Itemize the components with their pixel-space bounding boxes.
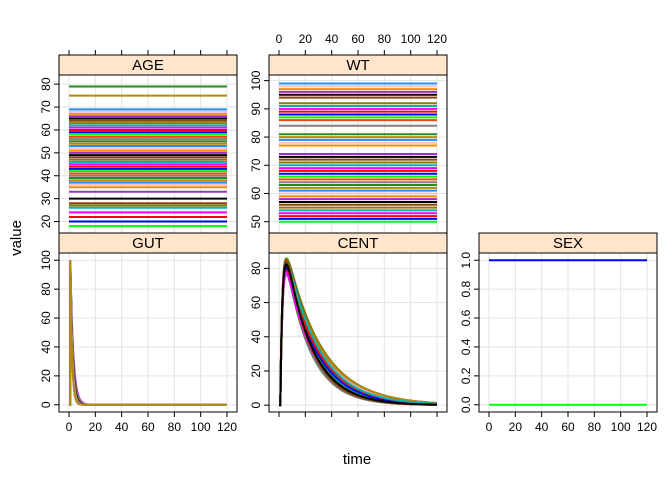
panel-strip [268, 232, 448, 254]
y-tick-label: 90 [249, 102, 263, 116]
y-tick-label: 60 [39, 311, 53, 325]
y-tick-label: 100 [39, 250, 53, 270]
panel-age: AGE 20 30 40 50 60 70 80 [39, 50, 238, 234]
panel-title: GUT [132, 235, 164, 252]
y-tick-label: 80 [39, 282, 53, 296]
y-tick-label: 0.6 [459, 309, 473, 326]
x-axis: 0 20 40 60 80 100 120 [66, 412, 237, 434]
y-tick-label: 50 [39, 146, 53, 160]
x-tick-label: 100 [191, 420, 211, 434]
y-tick-label: 0.2 [459, 367, 473, 384]
x-tick-label: 100 [401, 32, 421, 46]
x-tick-label: 60 [141, 420, 155, 434]
y-tick-label: 100 [249, 70, 263, 90]
y-tick-label: 20 [39, 369, 53, 383]
y-tick-label: 60 [249, 187, 263, 201]
series-line [69, 260, 227, 406]
y-tick-label: 50 [249, 215, 263, 229]
y-axis: 0 20 40 60 80 [249, 261, 269, 409]
x-tick-label: 20 [299, 32, 313, 46]
series-group [69, 260, 227, 406]
y-tick-label: 0 [249, 402, 263, 409]
panel-title: AGE [132, 57, 164, 74]
panel-strip [478, 232, 658, 254]
series-group [489, 259, 647, 406]
y-tick-label: 40 [39, 340, 53, 354]
panel-grid [479, 253, 657, 412]
y-tick-label: 70 [249, 158, 263, 172]
x-tick-label: 40 [325, 32, 339, 46]
x-tick-label: 120 [427, 32, 447, 46]
x-axis: 0 20 40 60 80 100 120 [486, 412, 657, 434]
y-axis-label: value [8, 220, 25, 256]
y-tick-label: 0.0 [459, 396, 473, 413]
panel-grid [59, 253, 237, 412]
panel-title: WT [346, 57, 369, 74]
panel-title: SEX [553, 235, 583, 252]
y-tick-label: 20 [39, 215, 53, 229]
x-tick-label: 20 [89, 420, 103, 434]
y-tick-label: 80 [39, 77, 53, 91]
y-tick-label: 70 [39, 100, 53, 114]
y-tick-label: 30 [39, 192, 53, 206]
x-tick-label: 80 [168, 420, 182, 434]
panel-wt: WT 50 60 70 80 90 100 0 20 40 60 80 100 120 [249, 32, 448, 234]
x-tick-label: 0 [66, 420, 73, 434]
x-tick-label: 80 [378, 32, 392, 46]
x-tick-label: 100 [611, 420, 631, 434]
x-tick-label: 80 [588, 420, 602, 434]
y-axis: 50 60 70 80 90 100 [249, 70, 269, 228]
y-tick-label: 40 [39, 169, 53, 183]
series-group [69, 85, 227, 228]
series-group [279, 257, 438, 407]
panel-sex: SEX 0.0 0.2 0.4 0.6 0.8 1.0 0 20 40 60 80 100 120 [459, 232, 658, 434]
panel-grid [59, 75, 237, 233]
series-group [279, 82, 437, 223]
y-tick-label: 60 [249, 296, 263, 310]
y-tick-label: 80 [249, 261, 263, 275]
x-axis [68, 50, 228, 55]
y-axis: 0.0 0.2 0.4 0.6 0.8 1.0 [459, 252, 479, 413]
x-axis-label: time [343, 451, 371, 468]
y-axis: 20 30 40 50 60 70 80 [39, 77, 59, 228]
panel-strip [58, 232, 238, 254]
y-axis: 0 20 40 60 80 100 [39, 250, 59, 408]
x-tick-label: 0 [276, 32, 283, 46]
panel-title: CENT [338, 235, 379, 252]
x-tick-label: 120 [217, 420, 237, 434]
x-axis [278, 412, 438, 417]
x-tick-label: 120 [637, 420, 657, 434]
y-tick-label: 40 [249, 330, 263, 344]
y-tick-label: 0 [39, 401, 53, 408]
panel-gut: GUT 0 20 40 60 80 100 0 20 40 60 80 100 120 [39, 232, 238, 434]
x-tick-label: 20 [509, 420, 523, 434]
y-tick-label: 0.8 [459, 280, 473, 297]
y-tick-label: 60 [39, 123, 53, 137]
y-tick-label: 20 [249, 364, 263, 378]
x-tick-label: 0 [486, 420, 493, 434]
x-tick-label: 40 [115, 420, 129, 434]
series-line [279, 262, 438, 407]
panel-cent: CENT 0 20 40 60 80 [249, 232, 448, 417]
y-tick-label: 0.4 [459, 338, 473, 355]
x-tick-label: 40 [535, 420, 549, 434]
y-tick-label: 80 [249, 130, 263, 144]
y-tick-label: 1.0 [459, 252, 473, 269]
x-axis: 0 20 40 60 80 100 120 [276, 32, 447, 55]
x-tick-label: 60 [351, 32, 365, 46]
x-tick-label: 60 [561, 420, 575, 434]
panels-group: AGE 20 30 40 50 60 70 80 WT 50 60 70 80 90 100 0 20 40 60 8… [39, 32, 658, 434]
